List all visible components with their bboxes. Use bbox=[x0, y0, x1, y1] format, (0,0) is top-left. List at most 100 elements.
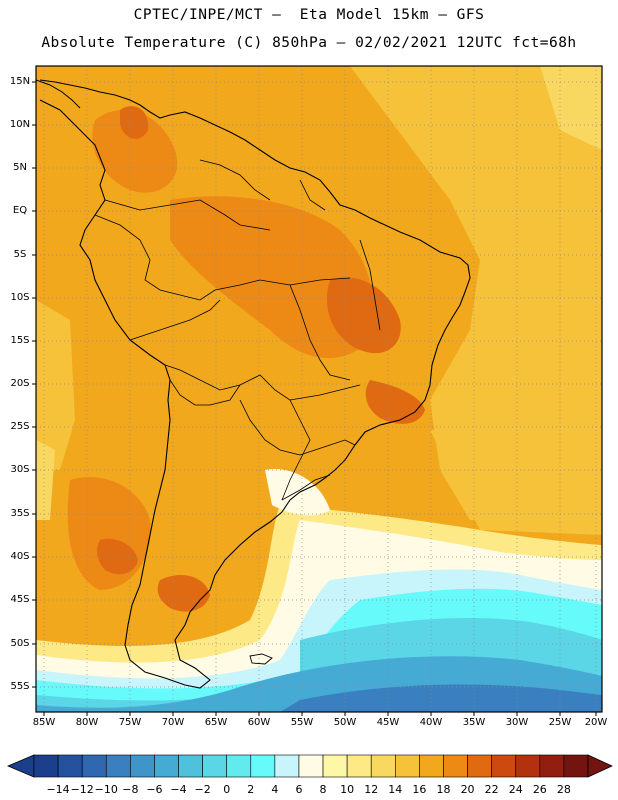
lat-label: 15S bbox=[10, 335, 30, 346]
colorbar-tick-label: 10 bbox=[340, 783, 355, 796]
colorbar-swatch bbox=[274, 754, 300, 778]
colorbar-swatch bbox=[154, 754, 179, 778]
lat-label: 30S bbox=[10, 464, 30, 475]
colorbar-tick-label: 16 bbox=[412, 783, 427, 796]
colorbar-tick-label: 24 bbox=[508, 783, 523, 796]
field-band-m8 bbox=[280, 684, 602, 712]
lat-label: 25S bbox=[10, 421, 30, 432]
colorbar-tick-label: 8 bbox=[319, 783, 327, 796]
field-hot-southeast bbox=[365, 380, 425, 424]
colorbar-swatch bbox=[395, 754, 420, 778]
lat-label: 35S bbox=[10, 508, 30, 519]
map-frame bbox=[35, 65, 603, 713]
lat-label: 40S bbox=[10, 551, 30, 562]
colorbar-tick-label: −6 bbox=[146, 783, 163, 796]
colorbar-tick-label: 22 bbox=[484, 783, 499, 796]
colorbar-swatch bbox=[250, 754, 276, 778]
colorbar-swatch bbox=[298, 754, 324, 778]
lon-label: 50W bbox=[333, 717, 357, 728]
colorbar-swatch bbox=[346, 754, 372, 778]
field-ocean-east bbox=[350, 66, 602, 520]
falkland-islands bbox=[249, 653, 273, 665]
field-cool-uruguay bbox=[265, 469, 330, 516]
colorbar-swatch bbox=[467, 754, 492, 778]
lon-label: 30W bbox=[505, 717, 529, 728]
lat-label: 55S bbox=[10, 681, 30, 692]
field-ocean-mid bbox=[430, 430, 602, 535]
colorbar-swatch bbox=[443, 754, 468, 778]
lon-label: 70W bbox=[161, 717, 185, 728]
central-america bbox=[36, 79, 81, 109]
header-title-line1: CPTEC/INPE/MCT – Eta Model 15km – GFS bbox=[133, 7, 485, 23]
field-hot-north bbox=[120, 106, 149, 140]
colorbar-swatch bbox=[105, 754, 131, 778]
field-warm-amazon bbox=[170, 196, 374, 359]
lon-label: 60W bbox=[247, 717, 271, 728]
colorbar-swatch bbox=[419, 754, 444, 778]
field-hot-patagonia bbox=[97, 538, 138, 575]
lon-label: 45W bbox=[376, 717, 400, 728]
lon-label: 25W bbox=[548, 717, 572, 728]
lon-label: 40W bbox=[419, 717, 443, 728]
colorbar-tick-label: −10 bbox=[94, 783, 118, 796]
lat-label: 45S bbox=[10, 594, 30, 605]
colorbar-tick-label: 28 bbox=[556, 783, 571, 796]
colorbar-tick-label: 12 bbox=[364, 783, 379, 796]
colorbar-tick-label: 18 bbox=[436, 783, 451, 796]
lon-label: 20W bbox=[584, 717, 608, 728]
colorbar-swatch bbox=[491, 754, 517, 778]
colorbar-swatch bbox=[226, 754, 252, 778]
field-ocean-ne bbox=[540, 66, 602, 150]
lat-label: 10S bbox=[10, 292, 30, 303]
colorbar-tick-label: −4 bbox=[170, 783, 187, 796]
country-borders bbox=[94, 159, 381, 501]
lon-label: 85W bbox=[32, 717, 56, 728]
lat-label: 15N bbox=[9, 76, 31, 87]
lat-label: 20S bbox=[10, 378, 30, 389]
colorbar-swatch bbox=[130, 754, 155, 778]
colorbar-tick-label: 20 bbox=[460, 783, 475, 796]
colorbar bbox=[6, 754, 613, 778]
field-hot-south bbox=[157, 575, 210, 612]
temperature-field bbox=[36, 66, 602, 712]
colorbar-swatch bbox=[81, 754, 107, 778]
field-warm-north bbox=[92, 110, 178, 193]
colorbar-arrow-right bbox=[587, 754, 613, 778]
colorbar-tick-label: −8 bbox=[122, 783, 139, 796]
coastline bbox=[39, 79, 471, 689]
field-pacific bbox=[36, 300, 75, 470]
colorbar-swatch bbox=[322, 754, 348, 778]
lon-label: 55W bbox=[290, 717, 314, 728]
colorbar-tick-label: −14 bbox=[46, 783, 70, 796]
colorbar-swatch bbox=[33, 754, 59, 778]
colorbar-tick-label: −12 bbox=[70, 783, 94, 796]
lon-label: 35W bbox=[462, 717, 486, 728]
colorbar-swatch bbox=[563, 754, 589, 778]
lat-label: 50S bbox=[10, 638, 30, 649]
lat-label: 5S bbox=[13, 249, 27, 260]
lat-label: EQ bbox=[12, 205, 28, 216]
colorbar-tick-label: 6 bbox=[295, 783, 303, 796]
lat-label: 5N bbox=[13, 162, 27, 173]
axis-ticks bbox=[32, 81, 597, 716]
colorbar-swatch bbox=[539, 754, 565, 778]
colorbar-tick-label: 14 bbox=[388, 783, 403, 796]
colorbar-tick-label: 26 bbox=[532, 783, 547, 796]
colorbar-swatch bbox=[515, 754, 541, 778]
lon-label: 65W bbox=[204, 717, 228, 728]
colorbar-tick-label: 4 bbox=[271, 783, 279, 796]
lat-label: 10N bbox=[9, 119, 31, 130]
field-pacific-cool bbox=[36, 440, 55, 520]
colorbar-swatch bbox=[202, 754, 227, 778]
colorbar-tick-label: −2 bbox=[194, 783, 211, 796]
lon-label: 75W bbox=[118, 717, 142, 728]
colorbar-swatch bbox=[57, 754, 83, 778]
colorbar-arrow-left bbox=[6, 754, 35, 778]
colorbar-tick-label: 0 bbox=[223, 783, 231, 796]
colorbar-tick-label: 2 bbox=[247, 783, 255, 796]
lon-label: 80W bbox=[75, 717, 99, 728]
header-title-line2: Absolute Temperature (C) 850hPa – 02/02/… bbox=[41, 35, 577, 51]
colorbar-swatch bbox=[370, 754, 396, 778]
colorbar-swatch bbox=[178, 754, 203, 778]
